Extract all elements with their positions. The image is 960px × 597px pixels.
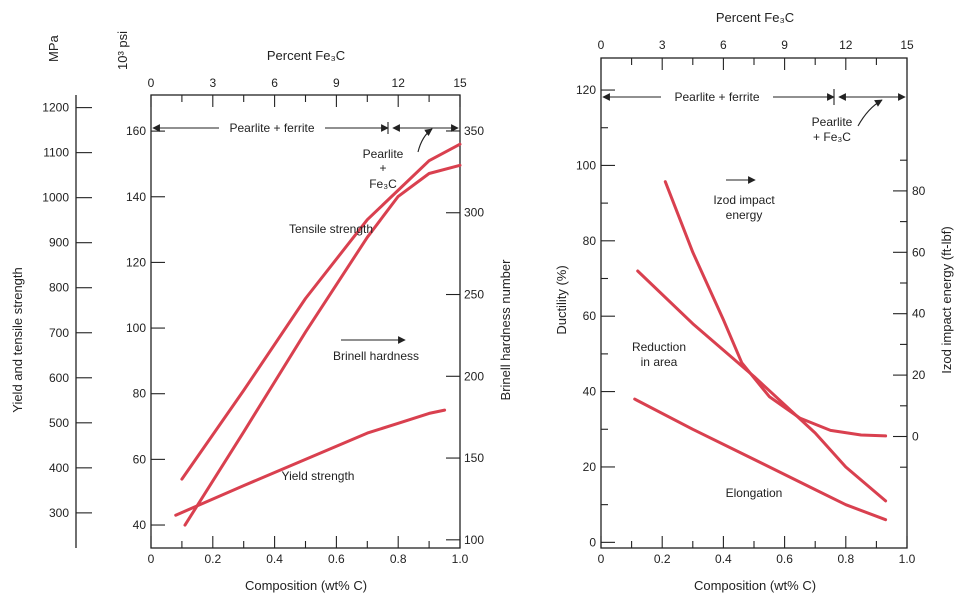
tick-label-brinell: 200	[464, 369, 484, 383]
right-chart: Percent Fe₃C Ductility (%) Izod impact e…	[554, 10, 954, 593]
tick-label-ksi: 60	[133, 452, 147, 466]
axis-unit-mpa: MPa	[46, 35, 61, 63]
plot-frame-right	[600, 57, 908, 549]
tick-label-brinell: 350	[464, 124, 484, 138]
tick-label-ductility: 0	[589, 535, 596, 549]
tick-label-composition: 1.0	[452, 552, 469, 566]
tick-label-ductility: 40	[583, 385, 597, 399]
tick-label-ductility: 60	[583, 309, 597, 323]
tick-label-mpa: 400	[49, 461, 69, 475]
tick-label-mpa: 1100	[43, 146, 69, 160]
tick-label-mpa: 600	[49, 371, 69, 385]
tick-label-ductility: 20	[583, 460, 597, 474]
series-line-izod-impact-energy	[663, 180, 888, 438]
series-label-reduction-1: Reduction	[632, 340, 686, 354]
axis-unit-ksi: 10³ psi	[115, 31, 130, 70]
series-line-reduction-in-area	[636, 269, 888, 503]
series-label-reduction-2: in area	[641, 355, 678, 369]
tick-label-ductility: 120	[576, 83, 596, 97]
tick-label-ksi: 120	[126, 255, 146, 269]
tick-label-brinell: 100	[464, 533, 484, 547]
tick-label-izod: 60	[912, 245, 926, 259]
region-annotation-right: Pearlite + ferrite Pearlite + Fe₃C	[602, 89, 906, 144]
tick-label-composition: 0.2	[654, 552, 671, 566]
tick-label-fe3c: 12	[839, 38, 853, 52]
series-label-tensile: Tensile strength	[289, 222, 373, 236]
axis-title-fe3c-left: Percent Fe₃C	[267, 48, 345, 63]
label-pearlite-ferrite-right: Pearlite + ferrite	[674, 90, 759, 104]
tick-label-ductility: 100	[576, 158, 596, 172]
tick-label-composition: 0	[148, 552, 155, 566]
tick-label-ductility: 80	[583, 234, 597, 248]
tick-label-composition: 0.6	[776, 552, 793, 566]
tick-label-mpa: 800	[49, 281, 69, 295]
tick-label-ksi: 140	[126, 190, 146, 204]
series-line-brinell-hardness	[183, 163, 462, 527]
tick-label-fe3c: 9	[333, 76, 340, 90]
tick-label-ksi: 100	[126, 321, 146, 335]
axis-title-izod: Izod impact energy (ft-lbf)	[939, 226, 954, 373]
series-line-yield-strength	[174, 408, 447, 517]
tick-label-composition: 1.0	[899, 552, 916, 566]
tick-label-composition: 0	[598, 552, 605, 566]
tick-label-brinell: 150	[464, 451, 484, 465]
tick-label-mpa: 700	[49, 326, 69, 340]
tick-label-mpa: 300	[49, 506, 69, 520]
series-label-yield: Yield strength	[282, 469, 355, 483]
tick-label-composition: 0.6	[328, 552, 345, 566]
axis-title-composition-left: Composition (wt% C)	[245, 578, 367, 593]
series-label-izod-1: Izod impact	[713, 193, 775, 207]
series-label-brinell: Brinell hardness	[333, 349, 419, 363]
tick-label-brinell: 250	[464, 288, 484, 302]
tick-label-fe3c: 12	[392, 76, 406, 90]
tick-label-fe3c: 9	[781, 38, 788, 52]
series-label-izod-2: energy	[726, 208, 763, 222]
tick-label-fe3c: 15	[453, 76, 467, 90]
region-annotation-left: Pearlite + ferrite Pearlite + Fe₃C	[152, 121, 459, 191]
tick-label-composition: 0.8	[390, 552, 407, 566]
tick-label-composition: 0.2	[204, 552, 221, 566]
tick-label-mpa: 500	[49, 416, 69, 430]
tick-label-ksi: 80	[133, 387, 147, 401]
tick-label-fe3c: 0	[598, 38, 605, 52]
tick-label-composition: 0.4	[266, 552, 283, 566]
tick-label-mpa: 1000	[42, 191, 69, 205]
tick-label-fe3c: 3	[209, 76, 216, 90]
tick-label-izod: 40	[912, 307, 926, 321]
tick-label-izod: 20	[912, 368, 926, 382]
tick-label-brinell: 300	[464, 206, 484, 220]
tick-label-izod: 80	[912, 184, 926, 198]
series-label-elongation: Elongation	[726, 486, 783, 500]
tick-label-fe3c: 6	[720, 38, 727, 52]
tick-label-ksi: 160	[126, 124, 146, 138]
label-pearlite-fe3c-right-1: Pearlite	[812, 115, 853, 129]
tick-label-fe3c: 15	[900, 38, 914, 52]
axis-title-ductility: Ductility (%)	[554, 265, 569, 334]
tick-label-fe3c: 6	[271, 76, 278, 90]
axis-title-strength: Yield and tensile strength	[10, 267, 25, 413]
label-pearlite-fe3c-left-3: Fe₃C	[369, 177, 397, 191]
series-line-tensile-strength	[180, 142, 462, 481]
label-pearlite-fe3c-right-2: + Fe₃C	[813, 130, 851, 144]
label-pearlite-fe3c-left-2: +	[379, 161, 386, 175]
axis-title-fe3c-right: Percent Fe₃C	[716, 10, 794, 25]
tick-label-composition: 0.8	[837, 552, 854, 566]
axis-title-composition-right: Composition (wt% C)	[694, 578, 816, 593]
tick-label-mpa: 1200	[42, 101, 69, 115]
tick-label-mpa: 900	[49, 236, 69, 250]
tick-label-ksi: 40	[133, 518, 147, 532]
label-pearlite-ferrite-left: Pearlite + ferrite	[229, 121, 314, 135]
series-line-elongation	[633, 397, 888, 522]
tick-label-fe3c: 0	[148, 76, 155, 90]
tick-label-composition: 0.4	[715, 552, 732, 566]
axis-title-brinell: Brinell hardness number	[498, 259, 513, 401]
tick-label-izod: 0	[912, 430, 919, 444]
left-chart: Yield and tensile strength MPa 10³ psi B…	[10, 31, 513, 593]
tick-label-fe3c: 3	[659, 38, 666, 52]
label-pearlite-fe3c-left-1: Pearlite	[363, 147, 404, 161]
